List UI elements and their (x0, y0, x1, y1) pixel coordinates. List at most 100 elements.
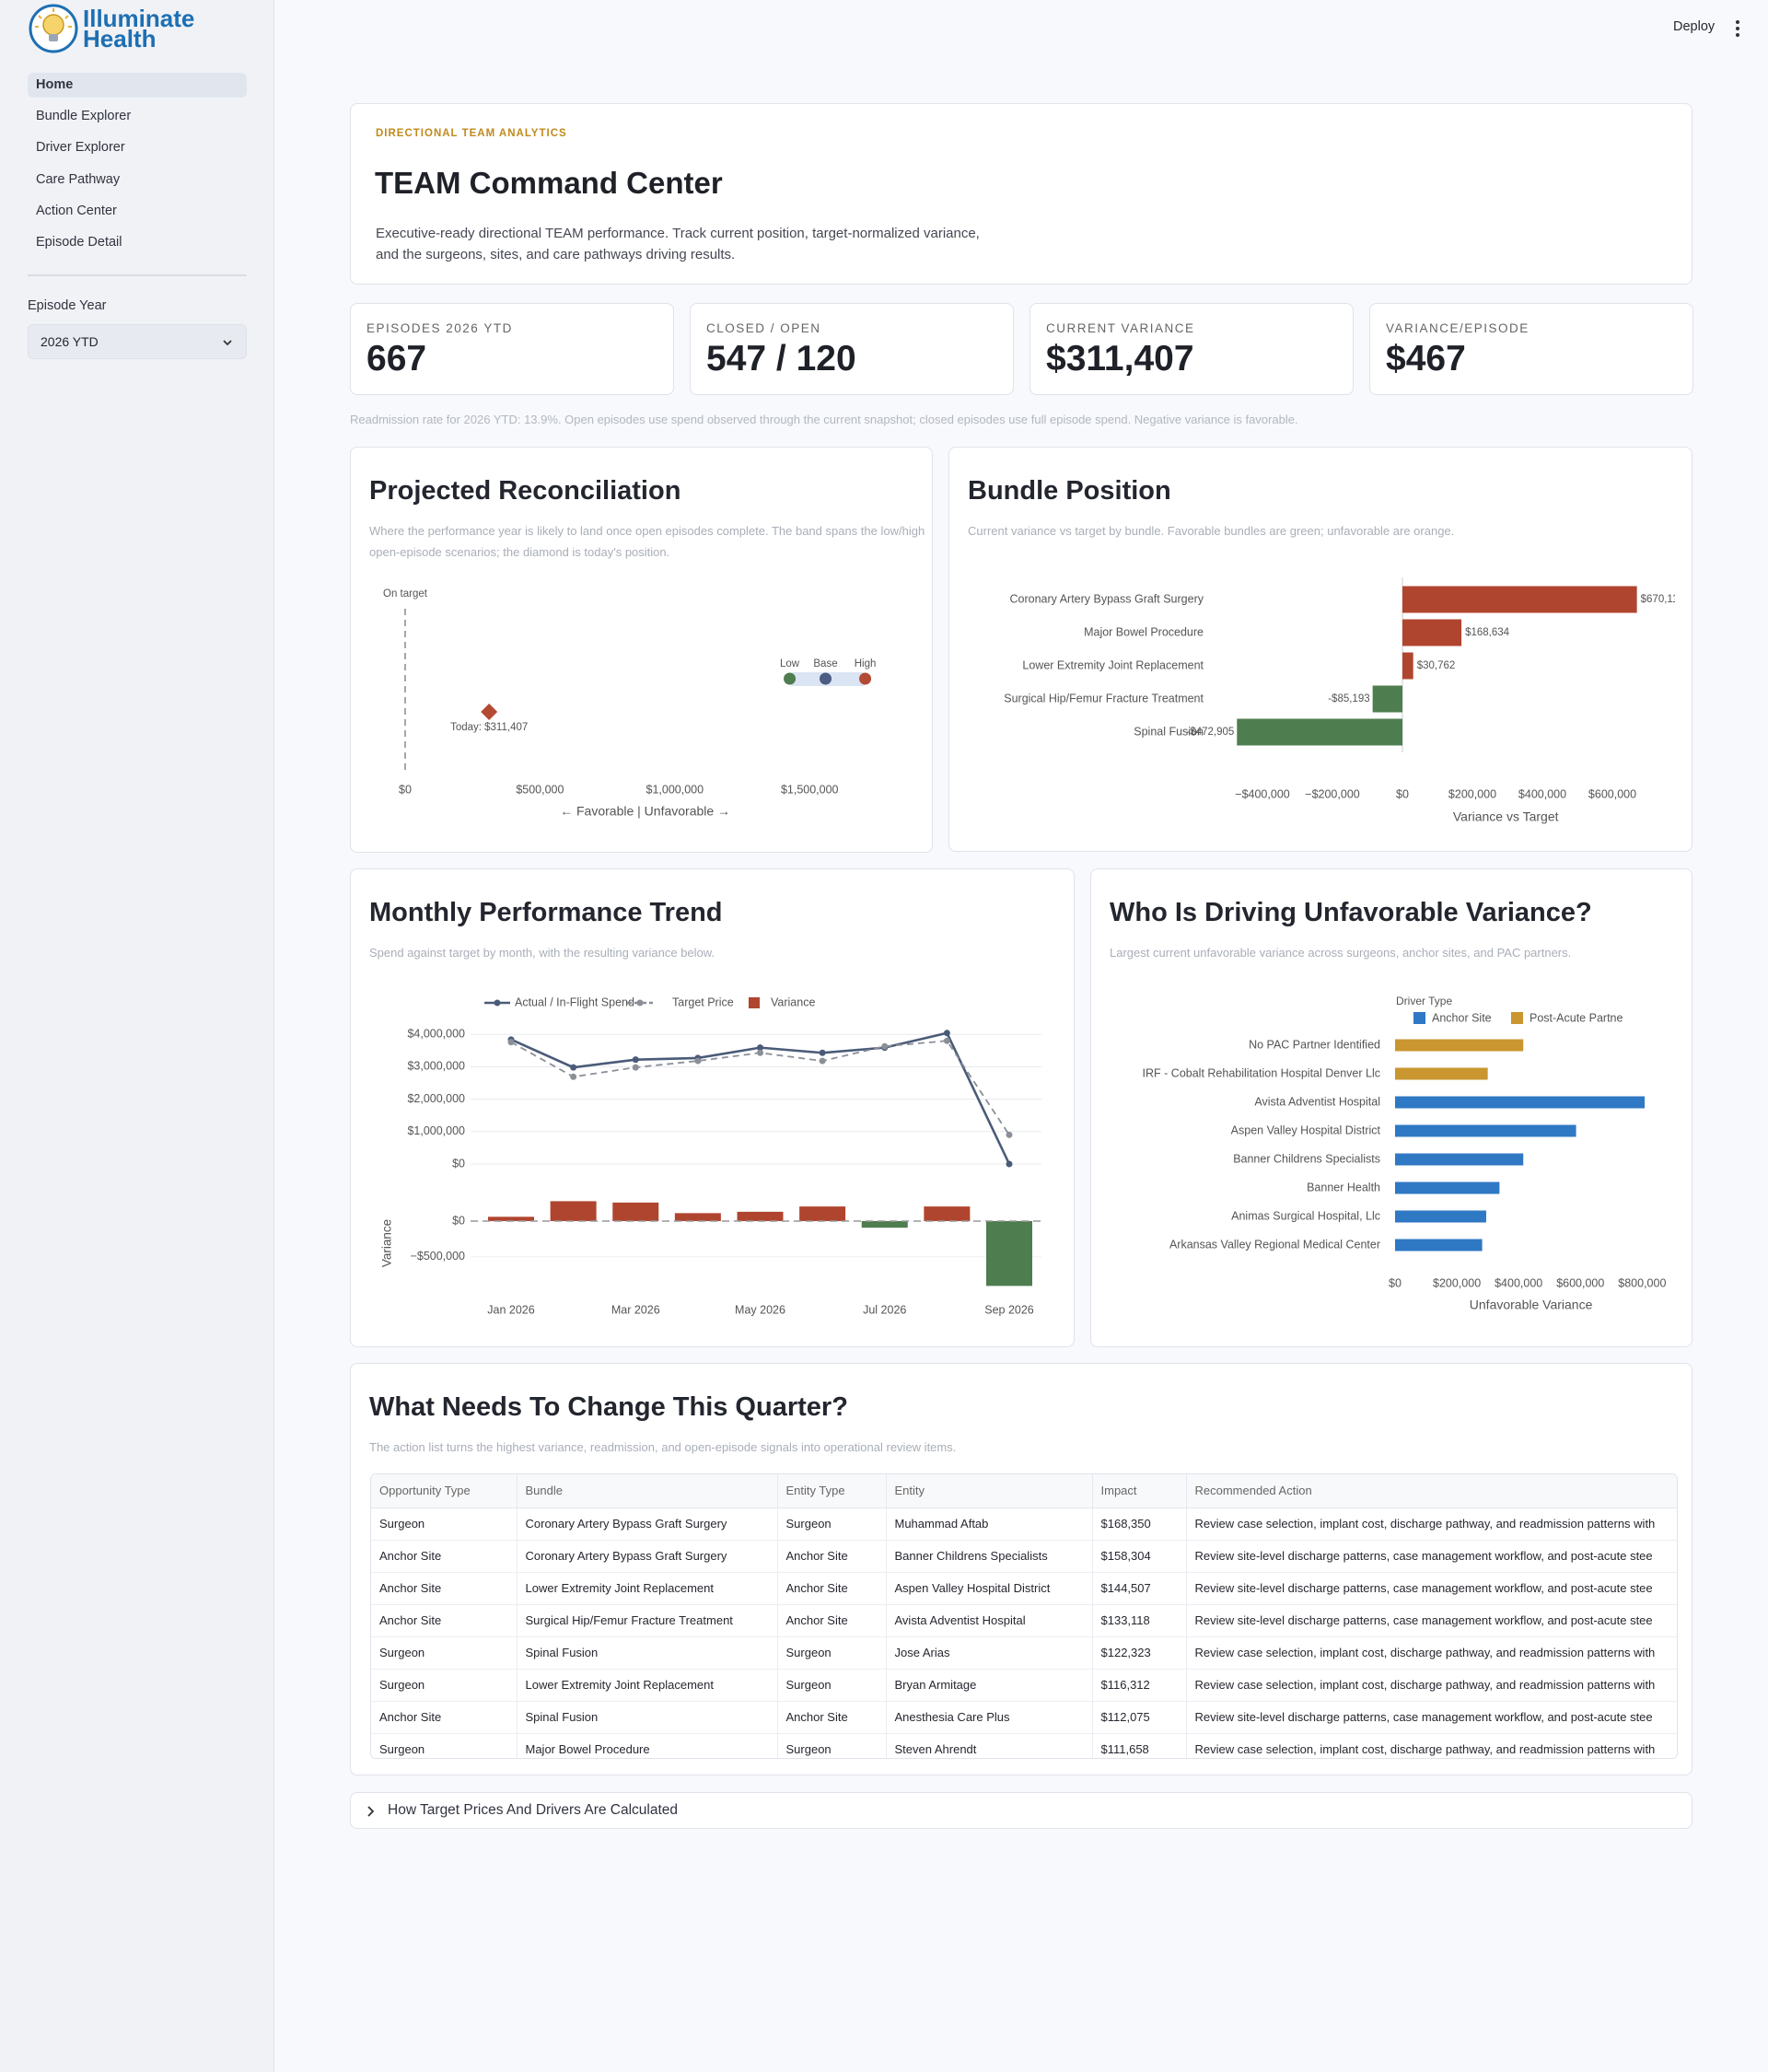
x-tick-label: $600,000 (1556, 1276, 1604, 1289)
legend-swatch (1511, 1012, 1523, 1024)
column-header: Entity (886, 1474, 1093, 1508)
actions-table: Opportunity Type Bundle Entity Type Entity I… (371, 1474, 1677, 1758)
nav-item[interactable]: Home (28, 73, 247, 98)
kpi-label: CURRENT VARIANCE (1046, 321, 1195, 335)
table-row: Surgeon Spinal Fusion Surgeon Jose Arias $12… (371, 1636, 1677, 1670)
category-label: Banner Health (1307, 1181, 1380, 1193)
x-axis-title: Unfavorable Variance (1470, 1298, 1593, 1312)
y2-axis-title: Variance (380, 1219, 394, 1267)
legend-label: Target Price (672, 995, 734, 1008)
filter-label: Episode Year (28, 298, 107, 313)
kpi-card: EPISODES 2026 YTD 667 (350, 303, 674, 395)
chart: $0 $500,000 $1,000,000 $1,500,000 ← Favorabl… (383, 588, 876, 819)
table-cell: Lower Extremity Joint Replacement (517, 1572, 778, 1605)
nav-item[interactable]: Action Center (36, 203, 117, 218)
legend-swatch (749, 997, 760, 1008)
category-label: Banner Childrens Specialists (1233, 1152, 1380, 1165)
series-point (819, 1057, 826, 1065)
table-cell: $122,323 (1092, 1636, 1187, 1670)
chevron (367, 1806, 375, 1817)
legend-title: Driver Type (1396, 995, 1452, 1007)
x-tick-label: −$200,000 (1305, 787, 1359, 800)
table-cell: Surgeon (371, 1636, 518, 1670)
kpi-label: CLOSED / OPEN (706, 321, 821, 335)
series-point (943, 1030, 950, 1037)
card-subtitle: Largest current unfavorable variance acr… (1110, 946, 1572, 960)
table-cell: Anchor Site (371, 1572, 518, 1605)
menu-button[interactable] (1732, 18, 1743, 39)
y2-tick-label: $0 (452, 1214, 465, 1227)
table-cell: Spinal Fusion (517, 1701, 778, 1734)
logo-text: Health (83, 25, 157, 52)
table-cell: $112,075 (1092, 1701, 1187, 1734)
variance-bar (924, 1206, 971, 1221)
table-cell: Anchor Site (777, 1604, 887, 1637)
bar (1402, 586, 1637, 613)
series-point (570, 1073, 577, 1080)
nav-item[interactable]: Episode Detail (36, 235, 122, 250)
category-label: Major Bowel Procedure (1084, 625, 1204, 638)
table-cell: Review case selection, implant cost, dis… (1186, 1636, 1677, 1670)
variance-bar (674, 1213, 721, 1221)
year-select[interactable]: 2026 YTD (28, 324, 247, 359)
kpi-label: EPISODES 2026 YTD (366, 321, 513, 335)
card-title: Who Is Driving Unfavorable Variance? (1110, 898, 1592, 927)
chart: −$400,000 −$200,000 $0 $200,000 $400,000 $600… (1004, 577, 1675, 824)
series-point (757, 1049, 763, 1056)
value-label: -$472,905 (1186, 727, 1234, 738)
table-cell: Review case selection, implant cost, dis… (1186, 1669, 1677, 1702)
bar (1395, 1039, 1524, 1052)
x-tick-label: $200,000 (1433, 1276, 1481, 1289)
select-value: 2026 YTD (41, 334, 99, 349)
table-cell: Bryan Armitage (886, 1669, 1093, 1702)
note: Readmission rate for 2026 YTD: 13.9%. Op… (350, 413, 1298, 426)
table-cell: Surgeon (371, 1669, 518, 1702)
x-axis-title: ← Favorable | Unfavorable → (560, 804, 730, 819)
hero-card: DIRECTIONAL TEAM ANALYTICS TEAM Command … (350, 103, 1692, 285)
y2-tick-label: −$500,000 (411, 1250, 465, 1263)
column-header: Recommended Action (1186, 1474, 1677, 1508)
y-tick-label: $2,000,000 (407, 1092, 465, 1105)
x-tick-label: $1,000,000 (646, 783, 704, 796)
kpi-value: $467 (1386, 339, 1466, 378)
table-cell: Review site-level discharge patterns, ca… (1186, 1572, 1677, 1605)
y-tick-label: $3,000,000 (407, 1060, 465, 1073)
table-cell: Major Bowel Procedure (517, 1733, 778, 1758)
expander[interactable]: How Target Prices And Drivers Are Calcul… (350, 1792, 1692, 1829)
reconciliation-card: Projected Reconciliation Where the perfo… (350, 447, 933, 853)
x-tick-label: $500,000 (516, 783, 564, 796)
bar (1237, 718, 1402, 746)
legend-dot (636, 999, 644, 1007)
kpi-label: VARIANCE/EPISODE (1386, 321, 1530, 335)
bar (1395, 1182, 1500, 1194)
table-row: Anchor Site Coronary Artery Bypass Graft … (371, 1540, 1677, 1573)
table-cell: $168,350 (1092, 1507, 1187, 1541)
variance-bar (488, 1216, 534, 1221)
nav-item[interactable]: Driver Explorer (36, 140, 125, 156)
series-point (507, 1039, 515, 1046)
nav-item[interactable]: Care Pathway (36, 171, 121, 187)
x-tick-label: −$400,000 (1235, 787, 1289, 800)
card-title: Projected Reconciliation (369, 476, 681, 506)
series-point (632, 1056, 639, 1064)
kpi-value: $311,407 (1046, 339, 1194, 378)
card-subtitle: Spend against target by month, with the … (369, 946, 715, 960)
y-tick-label: $4,000,000 (407, 1027, 465, 1040)
legend-label: Post-Acute Partne (1530, 1011, 1623, 1024)
table-row: Anchor Site Surgical Hip/Femur Fracture T… (371, 1604, 1677, 1637)
series-point (943, 1037, 950, 1044)
table-cell: Review site-level discharge patterns, ca… (1186, 1540, 1677, 1573)
x-tick-label: May 2026 (735, 1303, 785, 1316)
card-subtitle: Where the performance year is likely to … (369, 524, 925, 559)
table-cell: Coronary Artery Bypass Graft Surgery (517, 1540, 778, 1573)
deploy-button[interactable]: Deploy (1673, 19, 1716, 34)
nav-item[interactable]: Bundle Explorer (36, 109, 132, 124)
scenario-point (859, 672, 872, 685)
table-cell: Surgeon (777, 1669, 887, 1702)
scenario-label: Low (780, 658, 800, 669)
kpi-card: VARIANCE/EPISODE $467 (1369, 303, 1693, 395)
x-tick-label: $800,000 (1618, 1276, 1666, 1289)
bar (1395, 1153, 1524, 1166)
bundle-card: Bundle Position Current variance vs targ… (948, 447, 1692, 852)
